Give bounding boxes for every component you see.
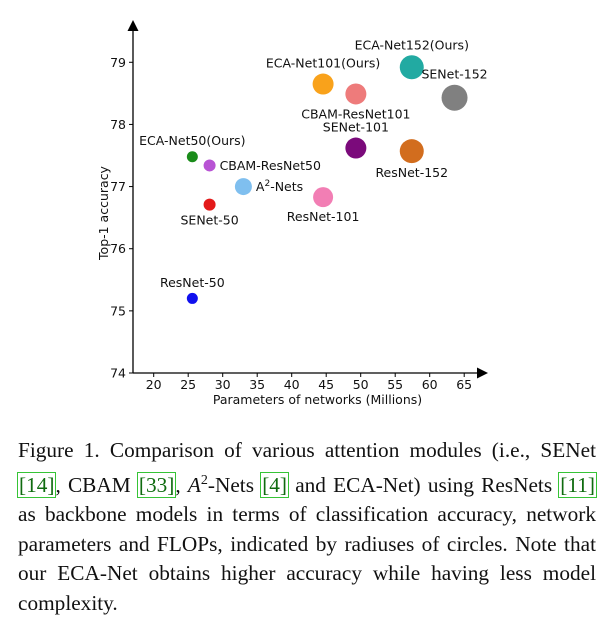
data-point-label: ECA-Net50(Ours)	[139, 133, 245, 148]
data-point	[203, 159, 216, 172]
data-point-label: ResNet-101	[287, 209, 360, 224]
data-point	[441, 84, 468, 111]
caption-text: ,	[175, 472, 188, 497]
data-point-label: SENet-50	[180, 213, 238, 228]
y-axis-title: Top-1 accuracy	[96, 165, 111, 261]
citation-link[interactable]: [14]	[16, 471, 57, 498]
data-point	[312, 73, 334, 95]
data-point-label: SENet-152	[421, 67, 487, 82]
caption-text: , CBAM	[55, 472, 138, 497]
y-tick-label: 78	[110, 117, 126, 132]
caption-text: as backbone models in terms of classific…	[18, 502, 596, 615]
point-labels: ResNet-50 ECA-Net50(Ours) CBAM-ResNet50 SEN…	[139, 37, 487, 290]
data-point	[234, 178, 252, 196]
data-point	[186, 292, 198, 304]
data-points	[186, 55, 468, 304]
y-tick-label: 74	[110, 366, 126, 381]
caption-math-sup: 2	[200, 472, 208, 488]
caption-math: A	[187, 472, 201, 497]
x-axis-title: Parameters of networks (Millions)	[213, 392, 422, 407]
x-tick-label: 45	[318, 377, 334, 392]
figure-chart: 20 25 30 35 40 45 50 55 60 65 74 75 76 77 78 79 Paramete…	[96, 20, 488, 407]
x-tick-label: 55	[387, 377, 403, 392]
caption-text: Figure 1. Comparison of various attentio…	[18, 438, 596, 462]
data-point	[345, 83, 367, 105]
data-point-label: ECA-Net152(Ours)	[355, 37, 469, 52]
data-point-label: A2-Nets	[256, 179, 303, 194]
scatter-plot: 20 25 30 35 40 45 50 55 60 65 74 75 76 77 78 79 Paramete…	[96, 20, 488, 407]
caption-text: and ECA-Net) using ResNets	[288, 472, 560, 497]
y-tick-label: 76	[110, 241, 126, 256]
data-point-label: CBAM-ResNet101	[301, 106, 410, 121]
data-point	[399, 139, 424, 164]
x-tick-label: 30	[215, 377, 231, 392]
x-tick-label: 20	[146, 377, 162, 392]
x-tick-label: 25	[180, 377, 196, 392]
citation-link[interactable]: [11]	[558, 471, 597, 498]
data-point	[313, 187, 334, 208]
y-tick-label: 77	[110, 179, 126, 194]
y-axis-arrow-icon	[127, 20, 139, 31]
axes: 20 25 30 35 40 45 50 55 60 65 74 75 76 77 78 79 Paramete…	[96, 20, 488, 407]
x-tick-label: 60	[422, 377, 438, 392]
data-point	[186, 151, 198, 163]
data-point-label: ECA-Net101(Ours)	[266, 56, 380, 71]
caption-text: -Nets	[207, 472, 262, 497]
y-tick-label: 75	[110, 303, 126, 318]
data-point	[399, 55, 424, 80]
data-point-label: ResNet-152	[375, 165, 448, 180]
y-tick-label: 79	[110, 55, 126, 70]
citation-link[interactable]: [33]	[136, 471, 177, 498]
data-point	[345, 137, 367, 159]
x-tick-label: 50	[353, 377, 369, 392]
figure-caption: Figure 1. Comparison of various attentio…	[16, 436, 597, 618]
data-point-label: SENet-101	[323, 120, 389, 135]
x-tick-label: 65	[456, 377, 472, 392]
data-point-label: CBAM-ResNet50	[220, 158, 321, 173]
data-point	[203, 198, 216, 211]
x-tick-label: 35	[249, 377, 265, 392]
citation-link[interactable]: [4]	[260, 471, 290, 498]
data-point-label: ResNet-50	[160, 275, 225, 290]
x-tick-label: 40	[284, 377, 300, 392]
x-axis-arrow-icon	[477, 367, 488, 379]
